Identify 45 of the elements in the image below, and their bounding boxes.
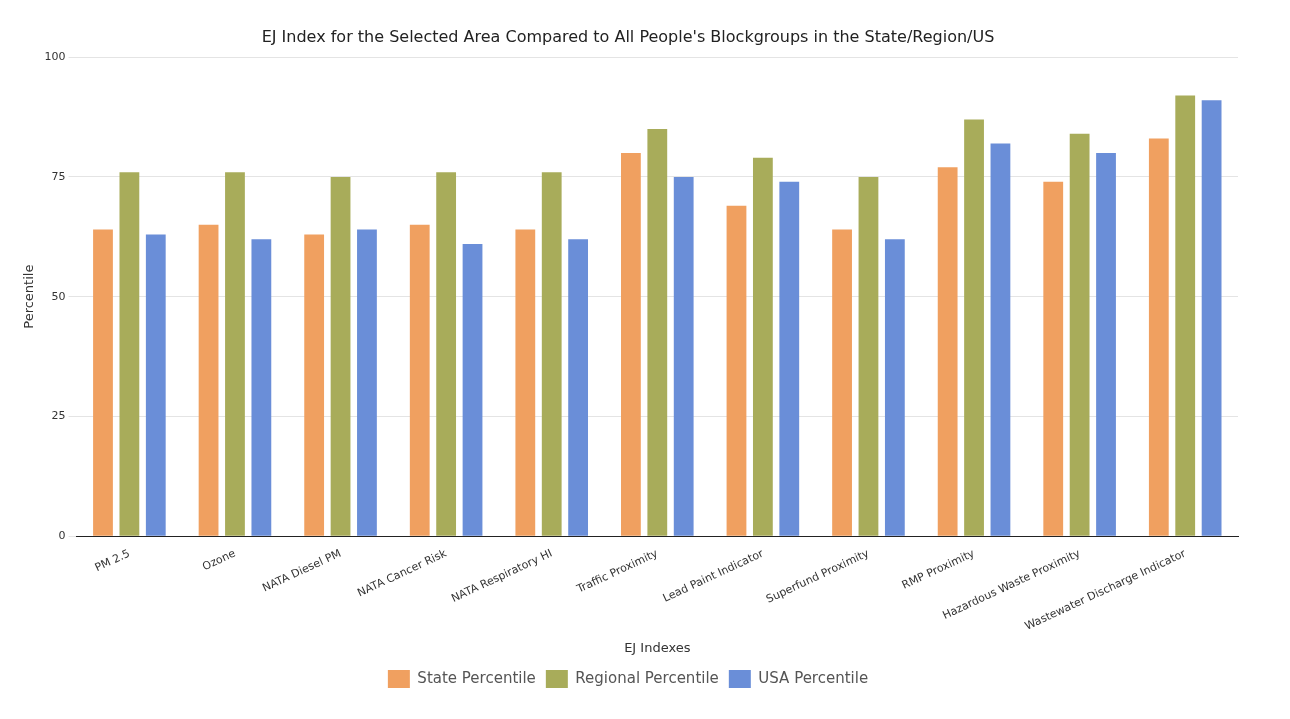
bar [726, 205, 747, 536]
bar [779, 181, 800, 536]
bar [93, 229, 113, 536]
bar [145, 234, 166, 536]
bar [937, 167, 958, 536]
bar [251, 239, 272, 536]
bar [1201, 100, 1222, 536]
bar [541, 172, 562, 536]
bar [1096, 152, 1116, 536]
legend-label: Regional Percentile [575, 668, 719, 687]
y-tick-label: 100 [44, 50, 66, 64]
bar [1148, 138, 1169, 536]
y-tick-label: 50 [51, 289, 66, 303]
bar [119, 172, 140, 536]
bar [964, 119, 984, 536]
bar [621, 152, 641, 536]
bar [832, 229, 852, 536]
legend-label: USA Percentile [758, 668, 869, 687]
bar [1175, 95, 1196, 536]
bar [462, 243, 483, 536]
bar [409, 224, 430, 536]
bar [884, 239, 905, 536]
bar [304, 234, 325, 536]
bar [515, 229, 536, 536]
bar [1043, 181, 1064, 536]
bar [990, 143, 1011, 536]
bar [752, 157, 773, 536]
bar [858, 176, 879, 536]
y-tick-label: 75 [51, 169, 66, 183]
legend-label: State Percentile [417, 668, 536, 687]
bar [568, 239, 589, 536]
bar [673, 176, 694, 536]
y-tick-label: 0 [58, 529, 66, 543]
y-tick-label: 25 [51, 409, 66, 423]
bar [225, 172, 245, 536]
bar [198, 224, 219, 536]
x-axis-title: EJ Indexes [624, 639, 691, 655]
chart-title: EJ Index for the Selected Area Compared to All People's Blockgroups in the State/Region/US [261, 26, 995, 46]
bar [436, 172, 457, 536]
bar [330, 176, 351, 536]
bar [357, 229, 377, 536]
bar [647, 129, 668, 536]
bar [1069, 133, 1090, 536]
y-axis-title: Percentile [21, 264, 37, 329]
x-tick-label: PM 2.5 [92, 546, 132, 575]
